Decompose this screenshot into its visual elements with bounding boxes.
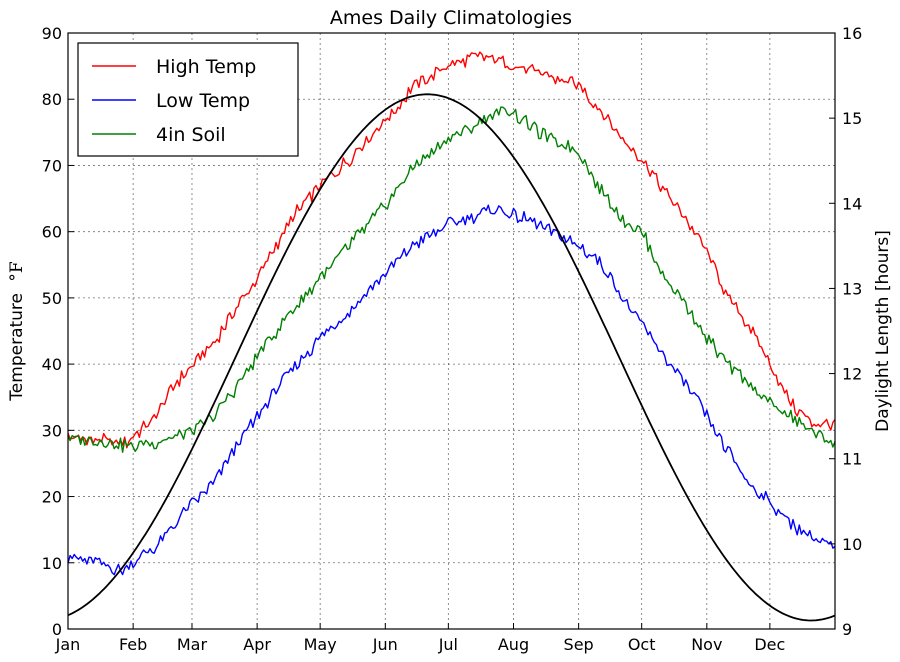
x-tick-label: May (304, 635, 337, 654)
y2-tick-label: 14 (842, 194, 862, 213)
series-line-daylight (67, 93, 836, 622)
x-tick-label: Dec (754, 635, 785, 654)
legend-label: Low Temp (156, 90, 250, 112)
y-tick-label: 0 (52, 620, 62, 639)
x-tick-label: Aug (498, 635, 529, 654)
y-axis-label-unit: °F (7, 261, 27, 282)
y-axis-label: Temperature °F (7, 261, 27, 402)
chart-title: Ames Daily Climatologies (330, 7, 572, 29)
series-line-high-temp (67, 51, 836, 449)
y2-tick-label: 13 (842, 279, 862, 298)
y-tick-label: 50 (42, 289, 62, 308)
y-axis-label-text: Temperature (7, 293, 27, 402)
x-tick-label: Jul (438, 635, 458, 654)
y2-tick-label: 12 (842, 365, 862, 384)
y-tick-label: 80 (42, 90, 62, 109)
legend-label: 4in Soil (156, 124, 226, 146)
x-tick-label: Mar (177, 635, 208, 654)
y-tick-label: 90 (42, 24, 62, 43)
x-tick-label: Feb (119, 635, 147, 654)
plot-area-frame (67, 32, 836, 630)
y2-tick-label: 15 (842, 109, 862, 128)
y2-tick-label: 10 (842, 535, 862, 554)
series-line-4in-soil (67, 106, 836, 453)
series-lines (67, 51, 836, 622)
y2-tick-label: 9 (842, 620, 852, 639)
y2-tick-label: 11 (842, 450, 862, 469)
y-tick-label: 30 (42, 421, 62, 440)
y-tick-label: 40 (42, 355, 62, 374)
y-tick-label: 20 (42, 488, 62, 507)
axis-ticks: 0 10 20 30 40 50 60 70 80 90 9 10 11 12 13 14 15 16 Jan Feb… (42, 24, 863, 654)
x-tick-label: Apr (243, 635, 271, 654)
y2-tick-label: 16 (842, 24, 862, 43)
x-tick-label: Nov (691, 635, 722, 654)
x-tick-label: Jan (55, 635, 81, 654)
y-tick-label: 10 (42, 554, 62, 573)
y-tick-label: 70 (42, 156, 62, 175)
series-line-low-temp (67, 204, 836, 576)
x-tick-label: Oct (628, 635, 656, 654)
y2-axis-label: Daylight Length [hours] (873, 230, 893, 432)
y-tick-label: 60 (42, 223, 62, 242)
legend: High Temp Low Temp 4in Soil (77, 42, 299, 157)
x-tick-label: Sep (564, 635, 594, 654)
x-tick-label: Jun (372, 635, 398, 654)
legend-label: High Temp (156, 56, 256, 78)
svg-text:Temperature °F: Temperature °F (7, 261, 27, 402)
